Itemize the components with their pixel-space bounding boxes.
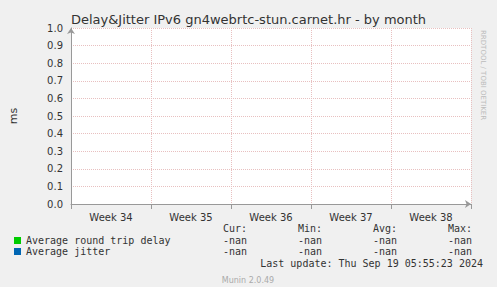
svg-text:Week 35: Week 35	[169, 212, 212, 223]
svg-text:1.0: 1.0	[47, 23, 63, 34]
svg-text:0.8: 0.8	[47, 58, 63, 69]
svg-text:0.1: 0.1	[47, 181, 63, 192]
svg-text:Week 37: Week 37	[329, 212, 372, 223]
svg-text:Average round trip delay: Average round trip delay	[26, 235, 171, 246]
svg-text:0.6: 0.6	[47, 93, 63, 104]
svg-text:Min:: Min:	[298, 223, 322, 234]
svg-text:Week 38: Week 38	[409, 212, 452, 223]
svg-text:0.7: 0.7	[47, 75, 63, 86]
svg-text:-nan: -nan	[223, 246, 247, 257]
svg-text:0.4: 0.4	[47, 128, 63, 139]
svg-text:-nan: -nan	[448, 246, 472, 257]
svg-text:0.2: 0.2	[47, 163, 63, 174]
svg-text:-nan: -nan	[448, 235, 472, 246]
svg-text:Week 36: Week 36	[249, 212, 292, 223]
svg-text:Cur:: Cur:	[223, 223, 247, 234]
svg-text:-nan: -nan	[373, 235, 397, 246]
svg-text:0.9: 0.9	[47, 40, 63, 51]
svg-text:0.3: 0.3	[47, 146, 63, 157]
svg-text:0.5: 0.5	[47, 111, 63, 122]
svg-text:-nan: -nan	[298, 235, 322, 246]
svg-text:Munin 2.0.49: Munin 2.0.49	[222, 276, 274, 285]
svg-text:RRDTOOL / TOBI OETIKER: RRDTOOL / TOBI OETIKER	[479, 30, 487, 120]
svg-text:ms: ms	[7, 108, 20, 125]
svg-text:Last update: Thu Sep 19 05:55:: Last update: Thu Sep 19 05:55:23 2024	[260, 258, 483, 269]
svg-text:0.0: 0.0	[47, 199, 63, 210]
svg-text:Max:: Max:	[448, 223, 472, 234]
svg-text:-nan: -nan	[298, 246, 322, 257]
svg-text:Week 34: Week 34	[89, 212, 132, 223]
svg-text:Avg:: Avg:	[373, 223, 397, 234]
svg-text:Average jitter: Average jitter	[26, 246, 110, 257]
svg-text:-nan: -nan	[373, 246, 397, 257]
svg-text:Delay&Jitter IPv6 gn4webrtc-st: Delay&Jitter IPv6 gn4webrtc-stun.carnet.…	[71, 12, 426, 27]
svg-text:-nan: -nan	[223, 235, 247, 246]
